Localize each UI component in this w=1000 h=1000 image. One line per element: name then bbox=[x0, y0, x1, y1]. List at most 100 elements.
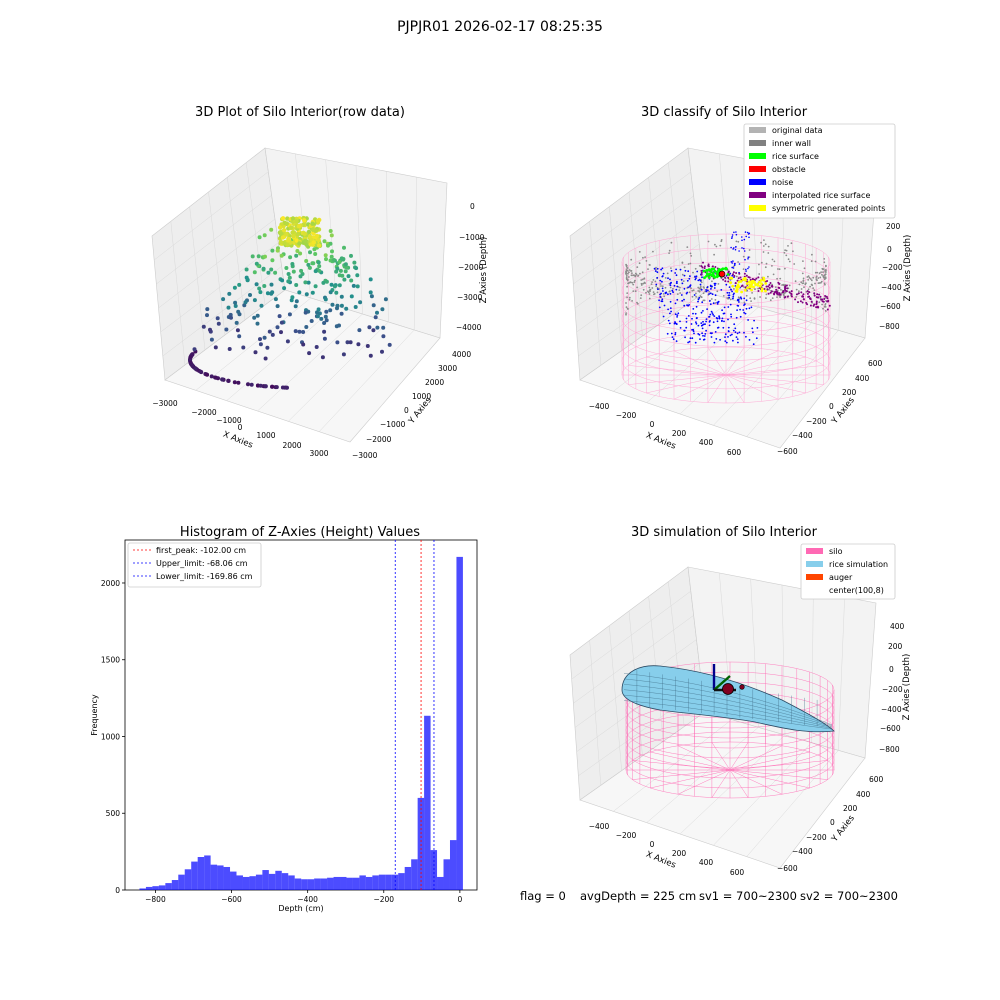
histogram-bar bbox=[385, 874, 392, 890]
sim-ytick: 600 bbox=[869, 775, 884, 784]
histogram-bar bbox=[301, 879, 308, 890]
classify-legend-swatch bbox=[749, 140, 766, 146]
histogram-xtick: −800 bbox=[145, 895, 166, 904]
classify-legend-swatch bbox=[749, 166, 766, 172]
sim-silo-wireframe bbox=[625, 661, 835, 799]
raw-xtick: 2000 bbox=[282, 441, 301, 450]
sim-legend: silo rice simulation auger center(100,8) bbox=[800, 543, 896, 600]
histogram-ytick: 500 bbox=[106, 809, 121, 818]
histogram-bar bbox=[223, 866, 231, 890]
classify-ztick: −200 bbox=[882, 263, 903, 272]
histogram-bar bbox=[255, 874, 263, 890]
raw-ztick: −2000 bbox=[458, 263, 484, 272]
figure-suptitle: PJPJR01 2026-02-17 08:25:35 bbox=[397, 19, 603, 35]
classify-xtick: 200 bbox=[672, 429, 687, 438]
raw-ytick: 2000 bbox=[425, 378, 444, 387]
raw-xtick: 3000 bbox=[309, 449, 328, 458]
raw-xtick: −1000 bbox=[216, 416, 242, 425]
histogram-bar bbox=[443, 859, 450, 890]
histogram-bar bbox=[327, 877, 334, 890]
histogram-ytick: 1500 bbox=[101, 656, 120, 665]
raw-xtick: −2000 bbox=[191, 408, 217, 417]
histogram-x-ticks: −800 −600 −400 −200 0 bbox=[145, 890, 462, 904]
raw-ytick: 0 bbox=[404, 406, 409, 415]
status-avg-depth: avgDepth = 225 cm bbox=[580, 889, 696, 903]
classify-legend-swatch bbox=[749, 127, 766, 133]
classify-ytick: 400 bbox=[855, 374, 870, 383]
classify-legend-label: interpolated rice surface bbox=[772, 191, 870, 200]
histogram-bar bbox=[210, 864, 218, 890]
sim-ztick: −400 bbox=[881, 705, 902, 714]
histogram-bar bbox=[268, 873, 276, 890]
classify-z-ticks: 200 0 −200 −400 −600 −800 Z Axies (Depth… bbox=[879, 222, 913, 331]
sim-legend-label: auger bbox=[829, 573, 853, 582]
histogram-bar bbox=[165, 883, 172, 890]
raw-ytick: −2000 bbox=[366, 435, 392, 444]
raw-xlabel: X Axies bbox=[221, 430, 254, 451]
classify-silo-wireframe bbox=[621, 233, 831, 404]
raw-zlabel: Z Axies (Depth) bbox=[479, 237, 489, 304]
classify-legend-label: obstacle bbox=[772, 165, 806, 174]
raw-axes-box bbox=[151, 147, 448, 443]
raw-ztick: 0 bbox=[470, 202, 475, 211]
histogram-bar bbox=[145, 886, 153, 890]
histogram-bar bbox=[359, 875, 366, 890]
sim-ytick: 400 bbox=[856, 790, 871, 799]
classify-ztick: −600 bbox=[880, 302, 901, 311]
sim-xtick: −400 bbox=[589, 822, 610, 831]
classify-ytick: 0 bbox=[829, 402, 834, 411]
classify-zlabel: Z Axies (Depth) bbox=[903, 235, 913, 302]
classify-ytick: 200 bbox=[842, 388, 857, 397]
sim-xtick: 0 bbox=[650, 840, 655, 849]
sim-rice-surface bbox=[621, 665, 835, 733]
histogram-bar bbox=[320, 878, 328, 890]
classify-legend-label: symmetric generated points bbox=[772, 204, 885, 213]
classify-ytick: −600 bbox=[777, 447, 798, 456]
sim-xtick: 200 bbox=[672, 849, 687, 858]
classify-ztick: −400 bbox=[881, 283, 902, 292]
classify-legend-label: rice surface bbox=[772, 152, 819, 161]
sim-z-ticks: 400 200 0 −200 −400 −600 −800 Z Axies (D… bbox=[879, 622, 912, 754]
histogram-bar bbox=[456, 556, 463, 890]
panel-simulation: 3D simulation of Silo Interior silo rice … bbox=[569, 525, 912, 877]
sim-ztick: −800 bbox=[879, 745, 900, 754]
histogram-bar bbox=[314, 878, 321, 890]
histogram-bar bbox=[191, 861, 198, 890]
classify-legend-label: noise bbox=[772, 178, 793, 187]
sim-ytick: −600 bbox=[777, 864, 798, 873]
sim-auger bbox=[712, 664, 745, 695]
panel-raw-title: 3D Plot of Silo Interior(row data) bbox=[195, 105, 405, 120]
histogram-bar bbox=[197, 857, 205, 890]
panel-sim-title: 3D simulation of Silo Interior bbox=[631, 525, 818, 540]
histogram-bar bbox=[171, 880, 179, 890]
classify-ztick: −800 bbox=[879, 322, 900, 331]
histogram-bar bbox=[449, 840, 457, 890]
sim-legend-swatch bbox=[806, 574, 823, 580]
classify-xtick: 600 bbox=[727, 448, 742, 457]
sim-legend-label: silo bbox=[829, 547, 843, 556]
sim-ytick: 200 bbox=[843, 804, 858, 813]
classify-scatter-points bbox=[625, 231, 831, 346]
sim-legend-label: center(100,8) bbox=[829, 586, 884, 595]
classify-xtick: −400 bbox=[589, 402, 610, 411]
raw-ytick: −3000 bbox=[352, 451, 378, 460]
raw-xtick: −3000 bbox=[152, 399, 178, 408]
histogram-bar bbox=[294, 878, 302, 890]
sim-ztick: −600 bbox=[880, 724, 901, 733]
status-flag: flag = 0 bbox=[520, 889, 566, 903]
histogram-bar bbox=[391, 874, 399, 890]
histogram-bar bbox=[249, 876, 256, 890]
histogram-xtick: −200 bbox=[373, 895, 394, 904]
raw-ytick: −1000 bbox=[380, 420, 406, 429]
panel-classify: 3D classify of Silo Interior original da… bbox=[569, 105, 913, 457]
classify-ztick: 200 bbox=[886, 222, 901, 231]
histogram-bar bbox=[365, 876, 373, 890]
raw-ytick: 1000 bbox=[412, 392, 431, 401]
histogram-bar bbox=[152, 886, 159, 890]
histogram-bar bbox=[404, 866, 412, 890]
raw-z-ticks: 0 −1000 −2000 −3000 −4000 Z Axies (Depth… bbox=[456, 202, 489, 332]
histogram-bar bbox=[275, 870, 282, 890]
histogram-bar bbox=[430, 850, 438, 890]
classify-legend-swatch bbox=[749, 179, 766, 185]
histogram-ylabel: Frequency bbox=[90, 694, 99, 736]
